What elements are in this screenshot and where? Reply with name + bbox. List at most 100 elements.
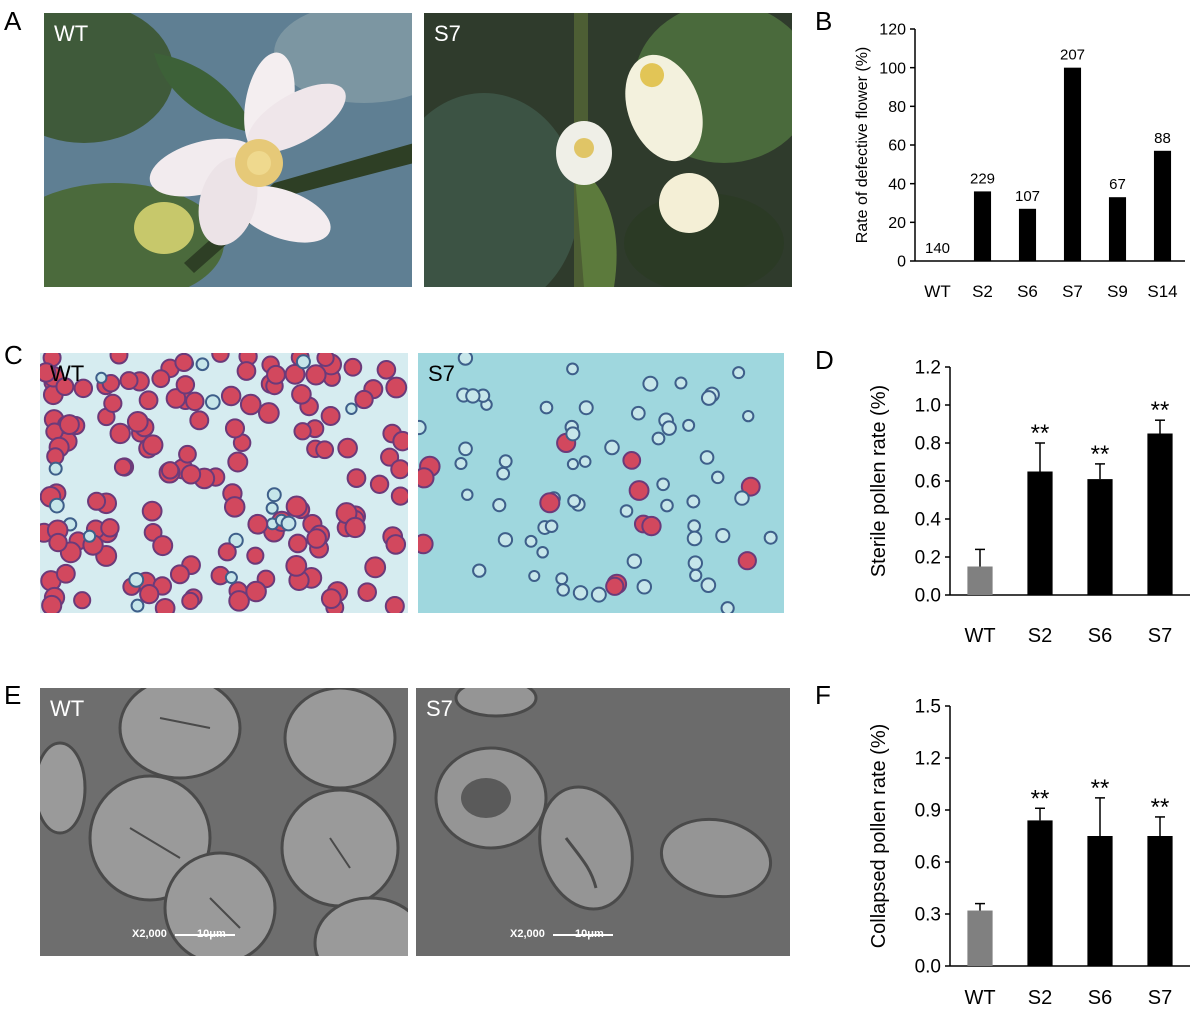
pollen-grain xyxy=(223,496,246,518)
pollen-grain xyxy=(686,494,701,509)
pollen-grain xyxy=(492,498,507,513)
pollen-grain xyxy=(734,490,750,506)
pollen-grain xyxy=(180,464,202,485)
pollen-grain xyxy=(656,477,670,492)
pollen-grain xyxy=(178,444,197,464)
pollen-grain xyxy=(141,500,163,522)
y-tick-label: 0.9 xyxy=(915,801,941,822)
scale-length: 10μm xyxy=(575,928,604,940)
scale-bar xyxy=(175,934,235,936)
pollen-grain xyxy=(73,378,94,399)
bar-s2 xyxy=(1027,820,1053,966)
pollen-grain xyxy=(737,551,757,571)
pollen-grain xyxy=(539,492,561,514)
y-tick-label: 0.2 xyxy=(915,548,941,569)
pollen-grain xyxy=(48,532,68,553)
pollen-grain xyxy=(497,532,514,548)
pollen-grain xyxy=(41,594,63,613)
pollen-grain xyxy=(661,420,677,436)
data-label: 140 xyxy=(925,240,950,257)
pollen-grain xyxy=(160,461,180,480)
pollen-grain xyxy=(265,501,279,515)
data-label: 207 xyxy=(1060,47,1085,64)
pollen-grain xyxy=(630,405,646,421)
y-tick-label: 1.0 xyxy=(915,396,941,417)
pollen-grain xyxy=(337,437,358,459)
pollen-grain xyxy=(40,362,57,383)
pollen-grain xyxy=(119,371,139,391)
pollen-grain xyxy=(95,371,108,384)
y-tick-label: 0 xyxy=(897,254,906,271)
pollen-grain xyxy=(357,582,377,602)
pollen-grain xyxy=(227,451,249,473)
s7-tag: S7 xyxy=(428,361,455,386)
bar-s9 xyxy=(1108,197,1127,261)
pollen-grain xyxy=(130,598,145,613)
pollen-grain xyxy=(740,476,761,497)
panel-label-a: A xyxy=(4,6,22,36)
pollen-grain xyxy=(687,519,701,533)
pollen-grain xyxy=(380,447,400,467)
pollen-grain xyxy=(195,357,210,372)
pollen-grain xyxy=(636,579,653,595)
panel-label-f: F xyxy=(815,680,831,710)
pollen-grain xyxy=(236,361,257,381)
pollen-grain xyxy=(622,451,642,470)
pollen-grain xyxy=(418,533,434,555)
pollen-grain xyxy=(174,353,194,372)
significance-mark: ** xyxy=(1031,420,1050,447)
panel-label-c: C xyxy=(4,340,23,370)
pollen-grain xyxy=(539,400,554,415)
pollen-grain xyxy=(626,553,643,569)
pollen-grain xyxy=(732,366,746,380)
significance-mark: ** xyxy=(1091,775,1110,802)
panel-label-b: B xyxy=(815,6,833,36)
pollen-grain xyxy=(604,439,620,456)
pollen-grain xyxy=(143,522,163,542)
pollen-grain xyxy=(285,495,308,518)
significance-mark: ** xyxy=(1031,785,1050,812)
pollen-grain xyxy=(566,458,579,471)
x-tick-label: WT xyxy=(924,282,950,301)
y-tick-label: 0.4 xyxy=(915,510,942,531)
pollen-grain xyxy=(390,486,408,506)
scale-length: 10μm xyxy=(197,928,226,940)
pollen-grain xyxy=(288,533,308,554)
wt-pollen-sem-photo: WT X2,000 10μm xyxy=(40,688,408,956)
pollen-grain xyxy=(344,516,366,539)
data-label: 229 xyxy=(970,170,995,187)
x-tick-label: S6 xyxy=(1017,282,1038,301)
pollen-grain xyxy=(165,388,187,409)
pollen-grain xyxy=(578,455,592,468)
chart-f: 0.0 0.3 0.6 0.9 1.2 1.5 Collapsed pollen rate … xyxy=(845,690,1195,1020)
significance-mark: ** xyxy=(1151,794,1170,821)
y-axis-label: Collapsed pollen rate (%) xyxy=(868,724,890,949)
scale-magnification: X2,000 xyxy=(132,928,167,940)
pollen-grain xyxy=(465,388,481,404)
y-tick-label: 0.3 xyxy=(915,905,941,926)
panel-label-e: E xyxy=(4,680,22,710)
pollen-grain xyxy=(316,353,335,367)
pollen-grain xyxy=(458,441,473,457)
pollen-grain xyxy=(220,385,242,407)
pollen-grain xyxy=(82,529,97,543)
pollen-grain xyxy=(280,515,297,532)
pollen-grain xyxy=(315,440,335,460)
bar-s2 xyxy=(973,191,992,261)
pollen-grain xyxy=(651,431,666,446)
pollen-grain xyxy=(687,555,704,571)
pollen-grain xyxy=(498,454,513,469)
pollen-grain xyxy=(320,588,342,610)
pollen-grain xyxy=(103,393,123,413)
pollen-grain xyxy=(376,360,397,380)
pollen-grain xyxy=(720,601,735,613)
x-tick-label: S7 xyxy=(1062,282,1083,301)
wt-tag: WT xyxy=(50,696,85,721)
pollen-grain xyxy=(291,383,312,405)
y-tick-label: 0.0 xyxy=(915,957,941,978)
s7-flower-photo: S7 xyxy=(424,13,792,287)
panel-label-d: D xyxy=(815,345,834,375)
y-tick-label: 0.0 xyxy=(915,586,941,607)
bar-s7 xyxy=(1063,67,1082,261)
pollen-grain xyxy=(418,467,435,489)
